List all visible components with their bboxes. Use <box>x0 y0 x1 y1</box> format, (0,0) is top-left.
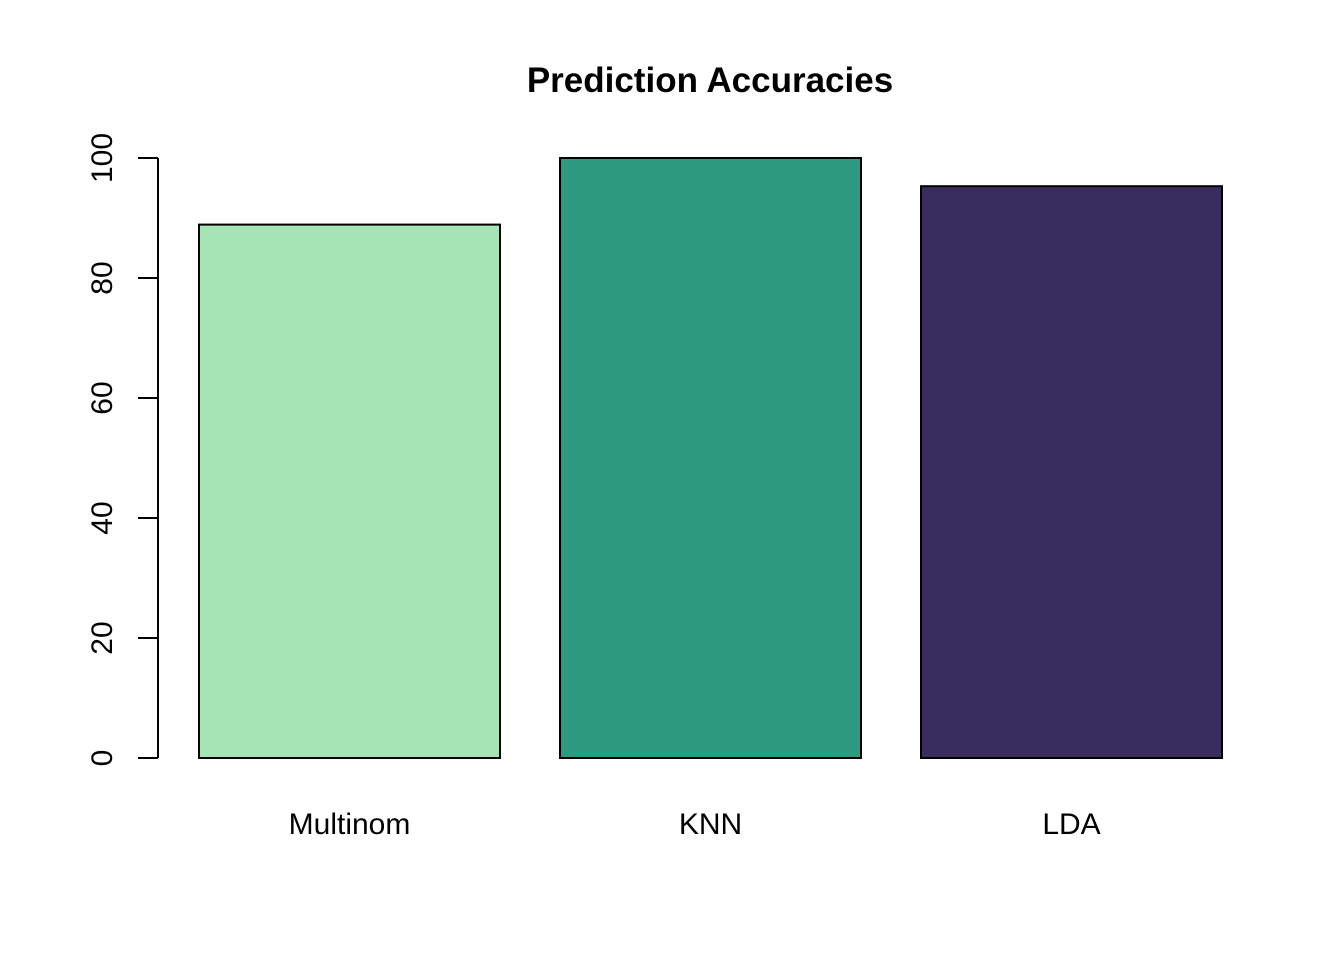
bar-lda <box>920 185 1223 759</box>
y-tick-label: 20 <box>86 621 119 654</box>
y-axis: 0 20 40 60 80 100 <box>86 133 159 767</box>
bar-multinom <box>198 223 501 760</box>
y-tick-label: 60 <box>86 381 119 414</box>
y-tick-label: 80 <box>86 261 119 294</box>
x-axis-labels: Multinom KNN LDA <box>289 808 1101 841</box>
y-tick-label: 40 <box>86 501 119 534</box>
bar-knn <box>559 157 862 759</box>
chart-title: Prediction Accuracies <box>527 61 893 100</box>
bars <box>198 157 1223 760</box>
y-tick-label: 0 <box>86 750 119 767</box>
x-category-label: LDA <box>1042 808 1100 841</box>
x-category-label: Multinom <box>289 808 411 841</box>
y-tick-label: 100 <box>86 133 119 183</box>
x-category-label: KNN <box>679 808 742 841</box>
